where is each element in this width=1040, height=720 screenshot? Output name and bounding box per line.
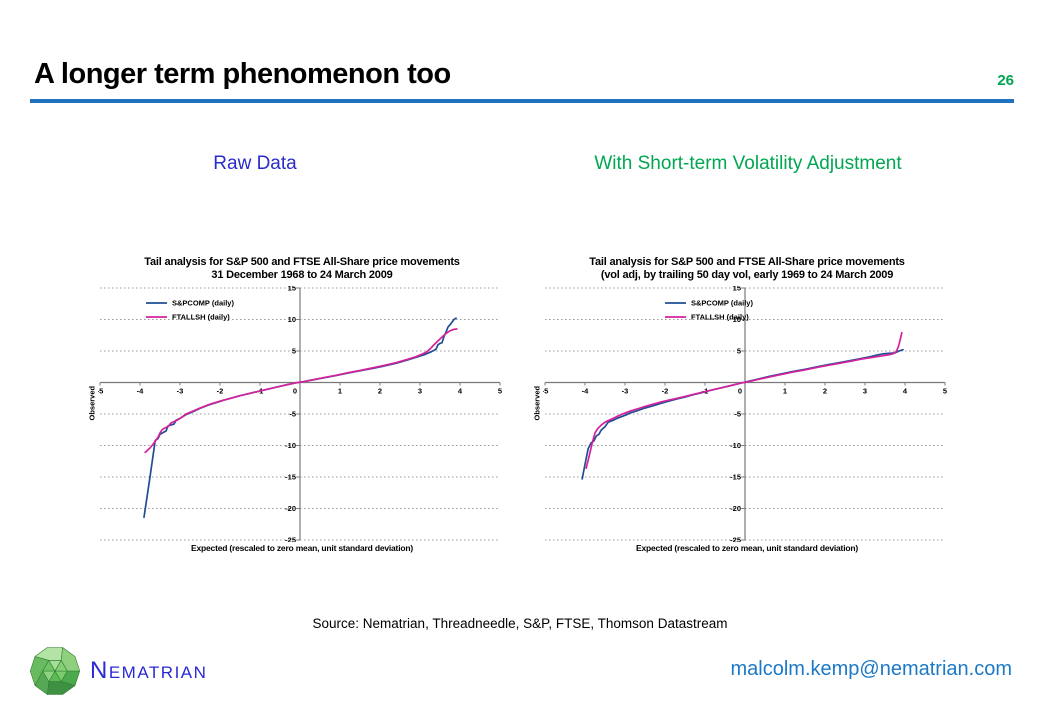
header-rule — [30, 99, 1014, 103]
svg-text:4: 4 — [903, 387, 908, 396]
brand-name: Nematrian — [90, 657, 208, 684]
svg-text:-4: -4 — [137, 387, 144, 396]
chart-vol-adjusted: Tail analysis for S&P 500 and FTSE All-S… — [531, 256, 963, 553]
svg-text:-5: -5 — [289, 410, 296, 419]
page-title: A longer term phenomenon too — [34, 58, 451, 90]
svg-text:2: 2 — [378, 387, 382, 396]
svg-text:-10: -10 — [285, 441, 296, 450]
svg-text:-20: -20 — [285, 504, 296, 513]
svg-text:15: 15 — [733, 286, 741, 293]
svg-text:S&PCOMP (daily): S&PCOMP (daily) — [691, 299, 753, 308]
svg-text:0: 0 — [738, 387, 742, 396]
svg-text:0: 0 — [293, 387, 297, 396]
svg-text:10: 10 — [733, 315, 741, 324]
contact-email: malcolm.kemp@nematrian.com — [730, 658, 1013, 680]
svg-text:5: 5 — [943, 387, 947, 396]
source-line: Source: Nematrian, Threadneedle, S&P, FT… — [312, 616, 728, 631]
right-chart-plot: -5-4-3-2-1012345-25-20-15-10-551015S&PCO… — [543, 286, 947, 542]
svg-text:-15: -15 — [285, 473, 296, 482]
svg-text:-2: -2 — [217, 387, 224, 396]
svg-text:FTALLSH (daily): FTALLSH (daily) — [172, 313, 230, 322]
svg-text:-5: -5 — [98, 387, 103, 396]
svg-text:5: 5 — [737, 347, 741, 356]
svg-text:1: 1 — [783, 387, 787, 396]
svg-text:-25: -25 — [730, 536, 741, 543]
chart-title-line2: (vol adj, by trailing 50 day vol, early … — [600, 269, 894, 281]
page-number: 26 — [997, 72, 1014, 89]
svg-text:-4: -4 — [582, 387, 589, 396]
svg-text:-20: -20 — [730, 504, 741, 513]
svg-text:FTALLSH (daily): FTALLSH (daily) — [691, 313, 749, 322]
svg-text:-25: -25 — [285, 536, 296, 543]
svg-text:10: 10 — [288, 315, 296, 324]
y-axis-label: Observed — [532, 385, 542, 420]
svg-text:4: 4 — [458, 387, 463, 396]
svg-text:-3: -3 — [177, 387, 184, 396]
svg-text:S&PCOMP (daily): S&PCOMP (daily) — [172, 299, 234, 308]
svg-text:2: 2 — [823, 387, 827, 396]
y-axis-label: Observed — [87, 385, 97, 420]
panel-label-vol-adjusted: With Short-term Volatility Adjustment — [594, 153, 902, 174]
svg-text:3: 3 — [418, 387, 422, 396]
svg-text:-5: -5 — [734, 410, 741, 419]
chart-raw-data: Tail analysis for S&P 500 and FTSE All-S… — [86, 256, 518, 553]
panel-label-raw-data: Raw Data — [213, 153, 297, 174]
left-chart-plot: -5-4-3-2-1012345-25-20-15-10-551015S&PCO… — [98, 286, 502, 542]
svg-text:-2: -2 — [662, 387, 669, 396]
svg-text:-15: -15 — [730, 473, 741, 482]
chart-title-line2: 31 December 1968 to 24 March 2009 — [211, 269, 393, 281]
x-axis-label: Expected (rescaled to zero mean, unit st… — [636, 543, 858, 553]
svg-text:-3: -3 — [622, 387, 629, 396]
svg-text:15: 15 — [288, 286, 296, 293]
svg-text:-10: -10 — [730, 441, 741, 450]
svg-text:5: 5 — [498, 387, 502, 396]
svg-text:-5: -5 — [543, 387, 548, 396]
x-axis-label: Expected (rescaled to zero mean, unit st… — [191, 543, 413, 553]
chart-title-line1: Tail analysis for S&P 500 and FTSE All-S… — [589, 256, 905, 268]
green-polyhedron-logo — [29, 647, 81, 695]
svg-text:1: 1 — [338, 387, 342, 396]
chart-title-line1: Tail analysis for S&P 500 and FTSE All-S… — [144, 256, 460, 268]
svg-text:3: 3 — [863, 387, 867, 396]
svg-text:5: 5 — [292, 347, 296, 356]
